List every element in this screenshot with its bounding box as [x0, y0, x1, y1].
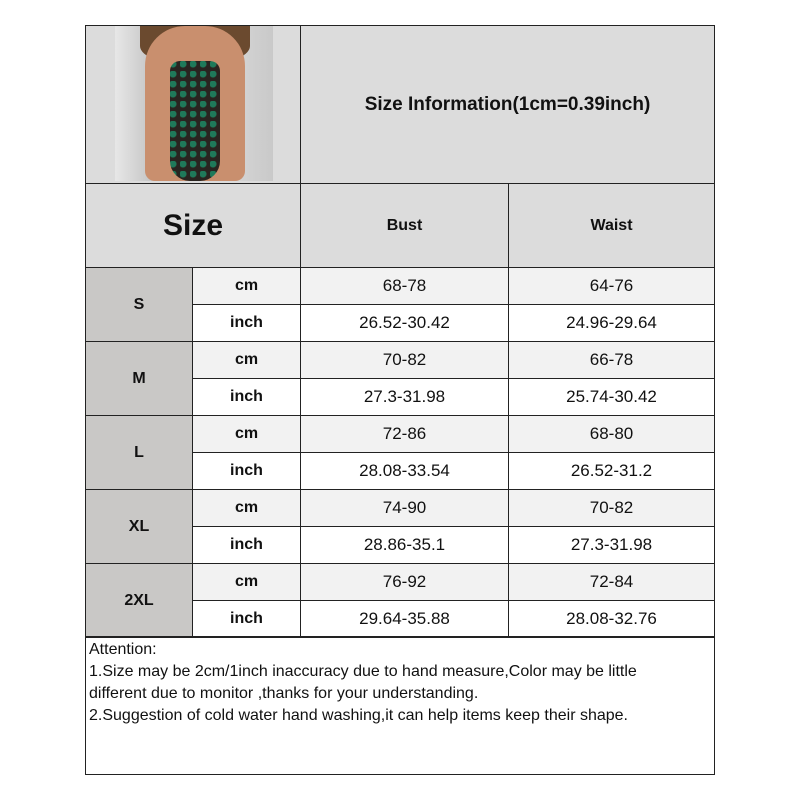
unit-cm: cm [192, 415, 301, 453]
waist-value: 24.96-29.64 [508, 304, 715, 342]
unit-inch: inch [192, 304, 301, 342]
header-waist: Waist [508, 183, 715, 268]
bust-value: 76-92 [300, 563, 509, 601]
unit-cm: cm [192, 267, 301, 305]
waist-value: 72-84 [508, 563, 715, 601]
waist-value: 28.08-32.76 [508, 600, 715, 638]
unit-cm: cm [192, 489, 301, 527]
size-label: L [85, 415, 193, 490]
unit-inch: inch [192, 526, 301, 564]
header-size: Size [85, 183, 301, 268]
waist-value: 25.74-30.42 [508, 378, 715, 416]
note-line: 2.Suggestion of cold water hand washing,… [89, 707, 628, 724]
bust-value: 70-82 [300, 341, 509, 379]
waist-value: 68-80 [508, 415, 715, 453]
bust-value: 68-78 [300, 267, 509, 305]
waist-value: 26.52-31.2 [508, 452, 715, 490]
bust-value: 72-86 [300, 415, 509, 453]
bust-value: 74-90 [300, 489, 509, 527]
waist-value: 64-76 [508, 267, 715, 305]
unit-inch: inch [192, 452, 301, 490]
unit-inch: inch [192, 378, 301, 416]
bust-value: 28.86-35.1 [300, 526, 509, 564]
note-line: 1.Size may be 2cm/1inch inaccuracy due t… [89, 663, 637, 680]
unit-cm: cm [192, 341, 301, 379]
bust-value: 28.08-33.54 [300, 452, 509, 490]
bust-value: 29.64-35.88 [300, 600, 509, 638]
bust-value: 27.3-31.98 [300, 378, 509, 416]
unit-cm: cm [192, 563, 301, 601]
waist-value: 27.3-31.98 [508, 526, 715, 564]
note-line: Attention: [89, 641, 157, 658]
bust-value: 26.52-30.42 [300, 304, 509, 342]
waist-value: 66-78 [508, 341, 715, 379]
attention-notes: Attention: 1.Size may be 2cm/1inch inacc… [85, 636, 715, 775]
product-photo [115, 26, 273, 181]
size-info-title: Size Information(1cm=0.39inch) [300, 25, 715, 184]
unit-inch: inch [192, 600, 301, 638]
size-label: S [85, 267, 193, 342]
size-label: M [85, 341, 193, 416]
header-bust: Bust [300, 183, 509, 268]
size-label: 2XL [85, 563, 193, 638]
waist-value: 70-82 [508, 489, 715, 527]
size-label: XL [85, 489, 193, 564]
note-line: different due to monitor ,thanks for you… [89, 685, 479, 702]
